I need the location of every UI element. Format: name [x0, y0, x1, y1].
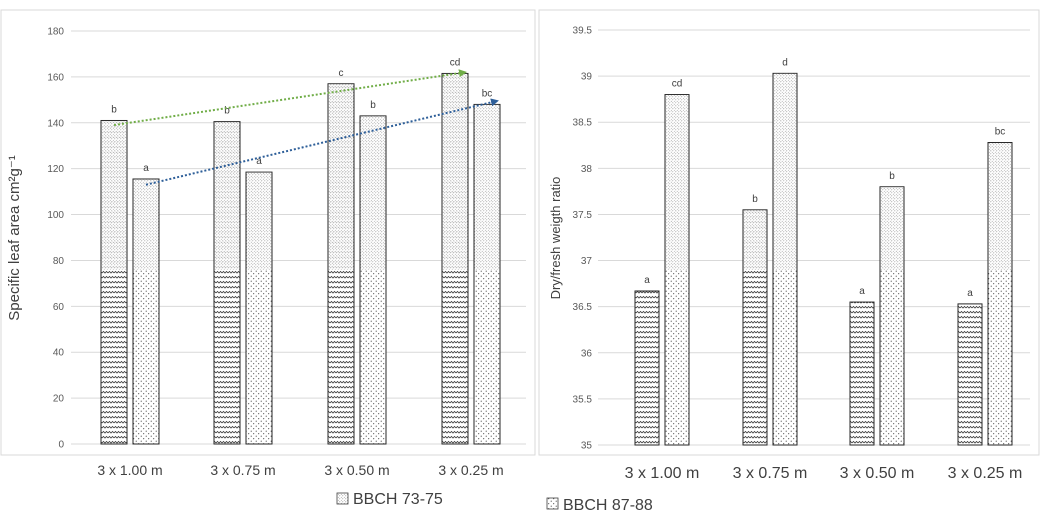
right-bar-shade-s1-2 [743, 210, 767, 270]
right-y-tick-label: 35 [581, 441, 593, 452]
left-x-tick-label: 3 x 1.00 m [97, 462, 162, 478]
legend-label-bbch-87-88: BBCH 87-88 [563, 497, 653, 514]
left-bar-shade-s1-1 [101, 120, 127, 270]
right-bar-shade-s2-2 [773, 73, 797, 270]
right-significance-label: b [889, 171, 895, 182]
right-bar-s1-4 [957, 303, 983, 446]
left-bar-shade-s2-3 [360, 116, 386, 270]
right-y-tick-label: 37 [581, 256, 593, 267]
right-bar-shade-s2-4 [988, 143, 1012, 270]
right-significance-label: b [752, 194, 758, 205]
left-bar-shade-s1-2 [214, 122, 240, 270]
left-bar-shade-s2-4 [474, 104, 500, 270]
right-y-tick-label: 38.5 [573, 118, 593, 129]
right-x-tick-label: 3 x 0.25 m [948, 465, 1023, 482]
right-significance-label: a [967, 288, 973, 299]
left-bar-shade-s1-3 [328, 84, 354, 270]
right-y-tick-label: 39 [581, 72, 593, 83]
legend-swatch-bbch-73-75 [336, 492, 349, 505]
right-bar-shade-s2-3 [880, 187, 904, 270]
right-y-axis-label: Dry/fresh weigth ratio [548, 177, 563, 300]
left-y-tick-label: 80 [53, 256, 65, 267]
right-significance-label: d [782, 57, 788, 68]
right-x-tick-label: 3 x 0.50 m [840, 465, 915, 482]
right-bar-s1-1 [634, 290, 660, 446]
left-x-tick-label: 3 x 0.50 m [324, 462, 389, 478]
right-y-tick-label: 38 [581, 164, 593, 175]
left-bar-shade-s2-1 [133, 179, 159, 270]
left-significance-label: a [143, 163, 149, 174]
left-y-tick-label: 0 [58, 440, 64, 451]
left-x-tick-label: 3 x 0.75 m [210, 462, 275, 478]
left-y-axis-label: Specific leaf area cm²g⁻¹ [6, 155, 23, 320]
left-significance-label: a [256, 156, 262, 167]
left-bar-shade-s1-4 [442, 73, 468, 270]
left-significance-label: bc [482, 88, 493, 99]
left-significance-label: c [339, 68, 344, 79]
left-significance-label: b [111, 104, 117, 115]
left-significance-label: b [370, 100, 376, 111]
right-significance-label: a [644, 275, 650, 286]
right-y-tick-label: 37.5 [573, 210, 593, 221]
legend-label-bbch-73-75: BBCH 73-75 [353, 491, 443, 508]
legend: BBCH 73-75 BBCH 87-88 [336, 491, 653, 514]
left-y-tick-label: 40 [53, 348, 65, 359]
legend-swatch-bbch-87-88 [546, 497, 559, 510]
right-x-tick-label: 3 x 1.00 m [625, 465, 700, 482]
left-x-tick-label: 3 x 0.25 m [438, 462, 503, 478]
right-panel-border [538, 9, 1040, 456]
right-significance-label: a [859, 286, 865, 297]
right-significance-label: cd [672, 79, 683, 90]
right-chart: 35 35.5 36 36.5 37 37.5 38 38.5 39 39.5 a b a a cd d b bc… [573, 26, 1030, 482]
right-y-tick-label: 36 [581, 348, 593, 359]
left-y-tick-label: 180 [47, 27, 64, 38]
left-y-tick-label: 20 [53, 394, 65, 405]
left-y-tick-label: 160 [47, 72, 64, 83]
left-y-tick-label: 60 [53, 302, 65, 313]
left-y-tick-label: 120 [47, 164, 64, 175]
right-bar-s1-3 [849, 301, 875, 446]
left-y-tick-label: 140 [47, 118, 64, 129]
right-bar-shade-s2-1 [665, 95, 689, 270]
right-y-tick-label: 39.5 [573, 26, 593, 37]
right-y-tick-label: 36.5 [573, 302, 593, 313]
left-bar-shade-s2-2 [246, 172, 272, 270]
right-significance-label: bc [995, 127, 1006, 138]
left-significance-label: b [224, 106, 230, 117]
right-x-tick-label: 3 x 0.75 m [733, 465, 808, 482]
right-y-tick-label: 35.5 [573, 394, 593, 405]
left-significance-label: cd [450, 57, 461, 68]
left-trend-arrow-1 [113, 69, 467, 127]
left-trend-arrow-2 [145, 98, 499, 186]
left-y-tick-label: 100 [47, 210, 64, 221]
left-panel-border [0, 9, 536, 456]
